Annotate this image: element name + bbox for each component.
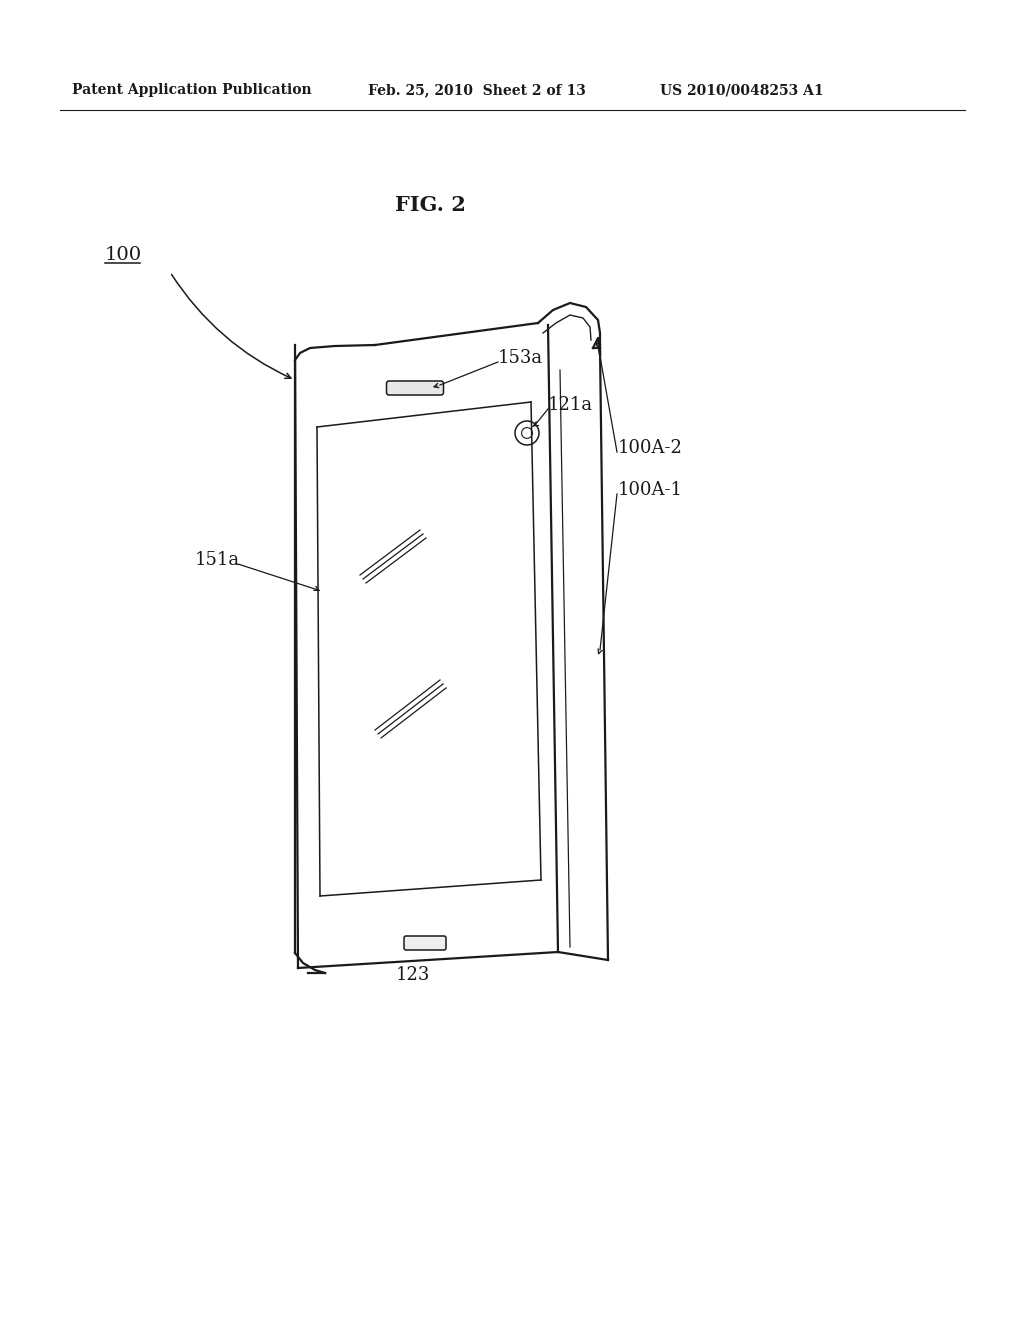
Text: 153a: 153a — [498, 348, 543, 367]
Text: Patent Application Publication: Patent Application Publication — [72, 83, 311, 96]
Text: 151a: 151a — [195, 550, 240, 569]
Text: Feb. 25, 2010  Sheet 2 of 13: Feb. 25, 2010 Sheet 2 of 13 — [368, 83, 586, 96]
FancyBboxPatch shape — [404, 936, 446, 950]
Text: FIG. 2: FIG. 2 — [394, 195, 466, 215]
Text: 121a: 121a — [548, 396, 593, 414]
Text: 123: 123 — [396, 966, 430, 983]
Text: US 2010/0048253 A1: US 2010/0048253 A1 — [660, 83, 823, 96]
Text: 100A-2: 100A-2 — [618, 440, 683, 457]
Text: 100A-1: 100A-1 — [618, 480, 683, 499]
Text: 100: 100 — [105, 246, 142, 264]
FancyBboxPatch shape — [386, 381, 443, 395]
